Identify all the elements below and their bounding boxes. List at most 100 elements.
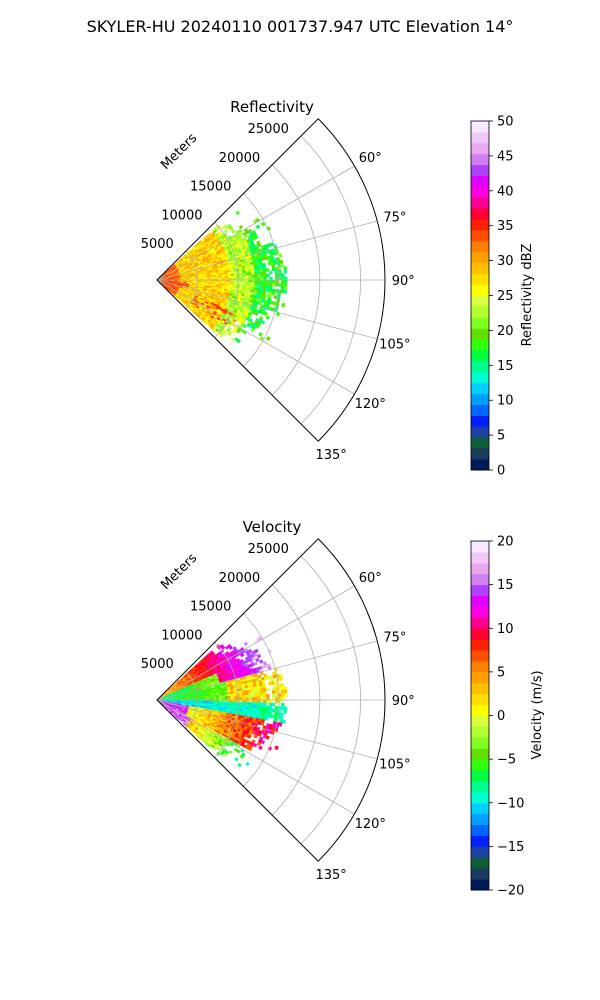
colorbar-tick-label: 20 xyxy=(497,324,514,339)
radar-gate xyxy=(275,693,279,698)
colorbar-segment xyxy=(471,230,489,242)
radar-gate xyxy=(283,686,288,691)
radar-gate xyxy=(280,273,285,277)
radar-gate xyxy=(255,657,260,663)
radar-gate xyxy=(248,689,252,694)
radial-tick-label: 10000 xyxy=(161,628,202,643)
colorbar-tick-label: 20 xyxy=(497,535,514,550)
radar-gate xyxy=(280,706,285,711)
colorbar-tick-label: 0 xyxy=(497,464,505,479)
radar-gate xyxy=(260,277,264,281)
radar-gate xyxy=(260,702,264,706)
radar-gate xyxy=(271,264,276,269)
colorbar-segment xyxy=(471,360,489,373)
radar-gate xyxy=(274,690,279,695)
radar-gate xyxy=(260,694,264,698)
radar-gate xyxy=(218,696,223,699)
sector-outline xyxy=(156,118,386,442)
colorbar-segment xyxy=(471,131,489,144)
radar-gate xyxy=(269,702,273,707)
colorbar-tick-label: −10 xyxy=(497,796,524,811)
colorbar-segment xyxy=(471,704,489,716)
radar-gate xyxy=(242,272,246,276)
radar-gate xyxy=(280,693,285,697)
colorbar-segment xyxy=(471,393,489,406)
radar-gate xyxy=(263,702,267,706)
radar-gate xyxy=(262,268,267,272)
radar-gate xyxy=(257,705,261,709)
colorbar-tick-label: 15 xyxy=(497,578,514,593)
radar-gate xyxy=(227,695,232,699)
velocity-title: Velocity xyxy=(243,518,302,536)
radar-gate xyxy=(260,271,264,275)
radar-gate xyxy=(260,274,264,278)
radar-gate xyxy=(283,706,288,711)
radar-gate xyxy=(281,719,286,724)
radar-gate xyxy=(258,332,263,337)
radar-gate xyxy=(257,274,261,278)
radar-gate xyxy=(223,229,229,234)
radar-gate xyxy=(238,224,244,230)
radar-gate xyxy=(269,242,274,247)
radar-gate xyxy=(245,702,249,706)
radar-gate xyxy=(260,697,264,701)
colorbar-segment xyxy=(471,868,489,880)
colorbar-segment xyxy=(471,164,489,177)
radar-gate xyxy=(263,691,267,695)
radar-gate xyxy=(240,653,245,658)
radar-gate xyxy=(248,274,252,278)
radar-gate xyxy=(257,732,262,737)
radar-gate xyxy=(284,279,288,284)
colorbar-segment xyxy=(471,879,489,891)
radar-gate xyxy=(278,253,283,258)
radar-gate xyxy=(265,315,270,320)
radar-gate xyxy=(251,269,255,273)
azimuth-grid-line xyxy=(156,279,355,395)
radar-gate xyxy=(262,685,267,690)
radar-gate xyxy=(242,324,247,329)
radar-gate xyxy=(269,276,273,281)
radar-gate xyxy=(265,735,270,740)
radar-gate xyxy=(279,676,283,681)
radar-gate xyxy=(236,329,241,334)
radar-gate xyxy=(236,338,242,344)
radar-gate xyxy=(248,282,252,286)
radar-gate xyxy=(221,276,226,279)
radar-gate xyxy=(251,692,255,696)
azimuth-tick-label: 105° xyxy=(379,758,410,773)
colorbar-segment xyxy=(471,584,489,597)
radar-gate xyxy=(283,283,288,288)
colorbar-segment xyxy=(471,273,489,286)
colorbar-segment xyxy=(471,628,489,640)
radar-gate xyxy=(254,235,259,240)
radar-gate xyxy=(260,705,264,709)
radial-tick-label: 20000 xyxy=(219,151,260,166)
radar-gate xyxy=(257,694,261,698)
radar-gate xyxy=(271,291,276,296)
colorbar-segment xyxy=(471,328,489,340)
colorbar-segment xyxy=(471,617,489,629)
radar-gate xyxy=(239,695,244,699)
colorbar-segment xyxy=(471,791,489,804)
radar-gate xyxy=(271,267,276,272)
colorbar-tick-label: 0 xyxy=(497,709,505,724)
radar-gate xyxy=(245,694,249,698)
radar-gate xyxy=(283,709,288,714)
radar-gate xyxy=(243,641,249,647)
radar-gate xyxy=(230,275,235,279)
radar-gate xyxy=(259,265,264,270)
radar-gate xyxy=(248,692,252,696)
azimuth-tick-label: 135° xyxy=(315,448,346,463)
radar-gate xyxy=(265,708,270,712)
radar-gate xyxy=(263,311,268,316)
radar-gate xyxy=(273,680,278,685)
radar-gate xyxy=(255,324,261,329)
colorbar-segment xyxy=(471,382,489,395)
radar-gate xyxy=(255,224,261,230)
colorbar-tick-label: 35 xyxy=(497,219,514,234)
radar-gate xyxy=(280,683,284,688)
radar-gate xyxy=(262,288,267,292)
radar-gate xyxy=(242,692,246,696)
radar-gate xyxy=(242,702,247,705)
colorbar-tick-label: 5 xyxy=(497,665,505,680)
